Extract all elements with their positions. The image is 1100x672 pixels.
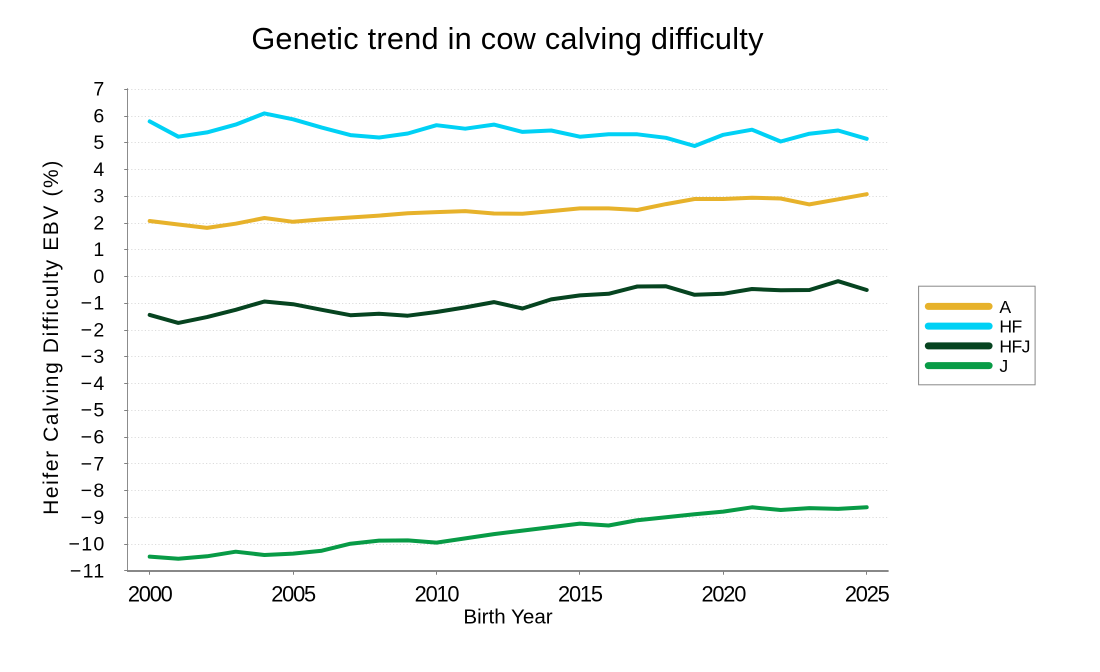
svg-text:2025: 2025 <box>845 582 890 607</box>
svg-text:J: J <box>999 356 1007 376</box>
svg-text:Birth Year: Birth Year <box>463 605 552 628</box>
svg-text:−10: −10 <box>68 534 105 556</box>
svg-text:0: 0 <box>93 266 105 288</box>
svg-text:−5: −5 <box>81 400 106 422</box>
svg-text:−6: −6 <box>81 427 106 449</box>
svg-text:−2: −2 <box>81 319 106 341</box>
svg-text:Genetic trend in cow calving d: Genetic trend in cow calving difficulty <box>251 21 764 56</box>
svg-text:2010: 2010 <box>415 582 460 607</box>
svg-text:−7: −7 <box>81 453 106 475</box>
svg-text:2020: 2020 <box>701 582 746 607</box>
svg-text:−9: −9 <box>81 507 106 529</box>
svg-text:6: 6 <box>93 105 105 127</box>
svg-text:−4: −4 <box>81 373 106 395</box>
svg-text:HFJ: HFJ <box>999 336 1029 356</box>
svg-text:−11: −11 <box>70 560 106 582</box>
svg-text:7: 7 <box>93 79 105 101</box>
svg-text:HF: HF <box>999 317 1022 337</box>
svg-text:2: 2 <box>93 212 105 234</box>
svg-text:3: 3 <box>93 186 105 208</box>
svg-text:−1: −1 <box>81 293 106 315</box>
svg-text:Heifer Calving Difficulty EBV: Heifer Calving Difficulty EBV (%) <box>40 159 63 515</box>
svg-text:−3: −3 <box>81 346 106 368</box>
svg-text:−8: −8 <box>81 480 106 502</box>
svg-text:A: A <box>999 297 1011 317</box>
svg-text:2000: 2000 <box>128 582 173 607</box>
svg-text:5: 5 <box>93 132 105 154</box>
svg-text:2015: 2015 <box>558 582 603 607</box>
svg-text:1: 1 <box>93 239 105 261</box>
svg-text:4: 4 <box>93 159 105 181</box>
svg-text:2005: 2005 <box>271 582 316 607</box>
